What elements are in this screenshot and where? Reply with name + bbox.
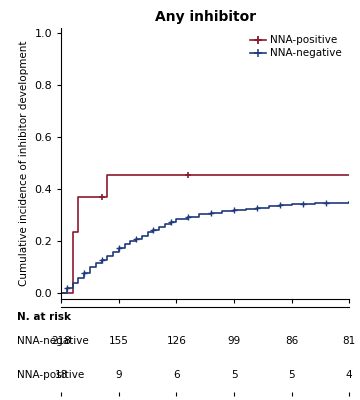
Text: 5: 5	[231, 370, 237, 380]
Text: NNA-negative: NNA-negative	[17, 336, 88, 346]
Text: 9: 9	[116, 370, 122, 380]
Text: 81: 81	[343, 336, 356, 346]
Legend: NNA-positive, NNA-negative: NNA-positive, NNA-negative	[248, 33, 344, 60]
Text: 18: 18	[55, 370, 68, 380]
Text: N. at risk: N. at risk	[17, 312, 71, 322]
Text: 126: 126	[166, 336, 186, 346]
Text: NNA-positive: NNA-positive	[17, 370, 84, 380]
Text: 5: 5	[288, 370, 295, 380]
Y-axis label: Cumulative incidence of inhibitor development: Cumulative incidence of inhibitor develo…	[19, 40, 29, 286]
Text: 99: 99	[228, 336, 240, 346]
Text: 6: 6	[173, 370, 180, 380]
Text: 218: 218	[51, 336, 71, 346]
Text: 86: 86	[285, 336, 298, 346]
Text: 4: 4	[346, 370, 352, 380]
Text: 155: 155	[109, 336, 129, 346]
Title: Any inhibitor: Any inhibitor	[155, 10, 256, 24]
